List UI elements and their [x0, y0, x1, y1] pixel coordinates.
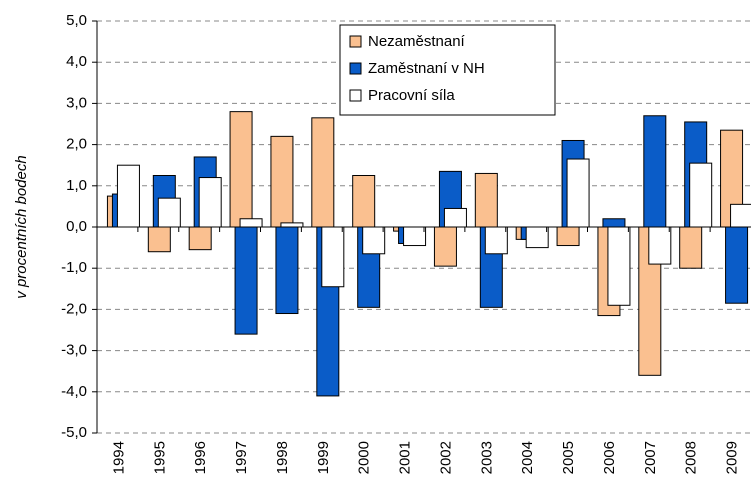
bar — [556, 226, 580, 247]
x-tick-label: 2001 — [397, 441, 414, 474]
x-tick-label: 1998 — [274, 441, 291, 474]
bar — [311, 117, 335, 228]
legend: Nezaměstnaní Zaměstnaní v NH Pracovní síla — [339, 24, 556, 116]
bar — [280, 222, 304, 228]
bar — [321, 226, 345, 288]
y-tick-label: 2,0 — [66, 136, 87, 153]
bar — [433, 226, 457, 267]
x-tick-label: 2007 — [642, 441, 659, 474]
bar — [730, 203, 751, 228]
y-tick-label: -3,0 — [61, 342, 87, 359]
x-tick-label: 2005 — [560, 441, 577, 474]
legend-label: Zaměstnaní v NH — [368, 60, 485, 77]
bar — [147, 226, 171, 253]
bar — [725, 226, 749, 304]
bar — [643, 115, 667, 228]
bar — [679, 226, 703, 269]
bar — [566, 158, 590, 228]
bar — [648, 226, 672, 265]
bar — [234, 226, 258, 335]
bar — [362, 226, 386, 255]
x-tick-label: 2002 — [437, 441, 454, 474]
y-tick-label: 4,0 — [66, 53, 87, 70]
x-tick-label: 2006 — [601, 441, 618, 474]
x-tick-label: 1995 — [151, 441, 168, 474]
bar — [157, 197, 181, 228]
x-tick-label: 1999 — [315, 441, 332, 474]
legend-swatch — [349, 62, 362, 75]
bar — [198, 177, 222, 228]
legend-swatch — [349, 89, 362, 102]
bar — [443, 207, 467, 228]
y-tick-label: -4,0 — [61, 383, 87, 400]
x-tick-label: 1997 — [233, 441, 250, 474]
bar — [188, 226, 212, 251]
bar — [403, 226, 427, 247]
bar — [352, 175, 376, 228]
bar — [275, 226, 299, 315]
y-tick-label: -5,0 — [61, 424, 87, 441]
bar — [525, 226, 549, 249]
bar — [270, 135, 294, 228]
bar — [484, 226, 508, 255]
bar — [602, 218, 626, 228]
x-tick-label: 2000 — [356, 441, 373, 474]
legend-swatch — [349, 35, 362, 48]
x-tick-label: 1996 — [192, 441, 209, 474]
y-tick-label: -2,0 — [61, 300, 87, 317]
x-tick-label: 2004 — [519, 441, 536, 474]
legend-label: Nezaměstnaní — [368, 33, 466, 50]
y-tick-label: 1,0 — [66, 177, 87, 194]
y-axis-label: v procentních bodech — [13, 155, 30, 298]
legend-box — [339, 24, 556, 116]
bar — [239, 218, 263, 228]
bar — [474, 172, 498, 228]
y-tick-label: -1,0 — [61, 259, 87, 276]
y-tick-label: 0,0 — [66, 218, 87, 235]
x-tick-label: 2008 — [683, 441, 700, 474]
bar — [229, 111, 253, 228]
bar — [689, 162, 713, 228]
x-tick-label: 2009 — [724, 441, 741, 474]
y-tick-label: 5,0 — [66, 12, 87, 29]
bar — [116, 164, 140, 228]
y-tick-label: 3,0 — [66, 94, 87, 111]
legend-label: Pracovní síla — [368, 87, 455, 104]
x-tick-label: 2003 — [478, 441, 495, 474]
bar — [607, 226, 631, 306]
x-tick-label: 1994 — [110, 441, 127, 474]
